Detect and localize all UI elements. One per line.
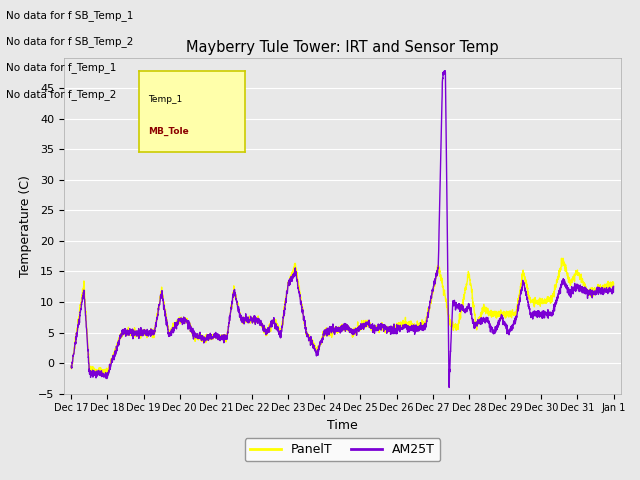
Y-axis label: Temperature (C): Temperature (C) [19,175,33,276]
Text: No data for f_Temp_2: No data for f_Temp_2 [6,89,116,100]
Text: No data for f SB_Temp_1: No data for f SB_Temp_1 [6,10,134,21]
Text: No data for f SB_Temp_2: No data for f SB_Temp_2 [6,36,134,47]
Text: No data for f_Temp_1: No data for f_Temp_1 [6,62,116,73]
X-axis label: Time: Time [327,419,358,432]
Title: Mayberry Tule Tower: IRT and Sensor Temp: Mayberry Tule Tower: IRT and Sensor Temp [186,40,499,55]
Legend: PanelT, AM25T: PanelT, AM25T [244,438,440,461]
